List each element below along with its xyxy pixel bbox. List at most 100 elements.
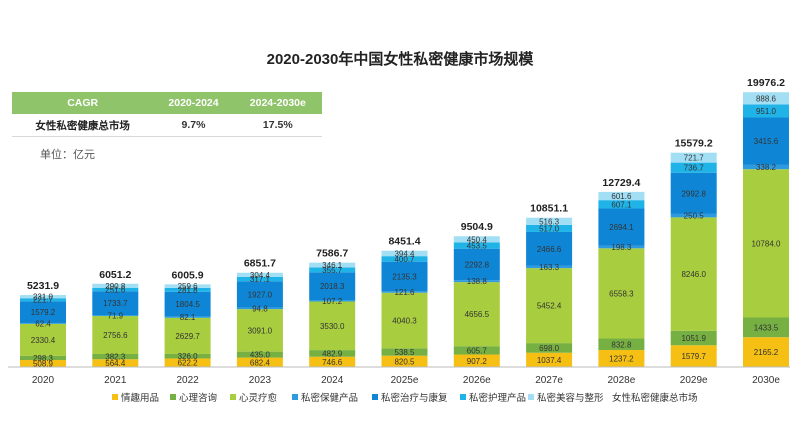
total-label: 6051.2: [99, 269, 131, 281]
legend-swatch: [372, 394, 378, 400]
segment-label: 138.8: [467, 277, 488, 286]
segment-label: 682.4: [250, 358, 271, 367]
segment-label: 8246.0: [681, 270, 706, 279]
segment-label: 1804.5: [175, 300, 200, 309]
segment-label: 163.3: [539, 263, 560, 272]
bar-segment: [453, 248, 500, 281]
bar-segment: [526, 343, 573, 353]
bar-segment: [309, 272, 356, 301]
segment-label: 4656.5: [465, 310, 490, 319]
segment-label: 888.6: [756, 94, 777, 103]
x-tick-label: 2030e: [752, 375, 780, 386]
legend-swatch: [528, 394, 534, 400]
cagr-value-1: 9.7%: [153, 114, 234, 137]
x-tick-label: 2023: [249, 375, 272, 386]
bar-segment: [453, 242, 500, 249]
bar-segment: [236, 351, 283, 358]
segment-label: 231.0: [33, 293, 54, 302]
bar-segment: [598, 338, 645, 350]
segment-label: 355.7: [322, 266, 343, 275]
segment-label: 3091.0: [248, 326, 273, 335]
x-tick-label: 2024: [321, 375, 344, 386]
bar-segment: [236, 357, 283, 367]
total-label: 12729.4: [602, 177, 640, 189]
bar-segment: [164, 291, 211, 317]
segment-label: 281.8: [178, 286, 199, 295]
total-label: 6851.7: [244, 258, 276, 270]
bar-segment: [164, 358, 211, 367]
segment-label: 198.3: [611, 243, 632, 252]
x-tick-label: 2022: [176, 375, 199, 386]
segment-label: 450.4: [467, 235, 488, 244]
bar-segment: [20, 355, 66, 360]
bar-segment: [309, 350, 356, 357]
bar-segment: [92, 316, 139, 354]
bar-segment: [381, 250, 428, 257]
total-labels-group: 5231.9 6051.2 6005.9 6851.7 7586.7 8451.4 9504…: [27, 77, 785, 292]
bar-segment: [743, 117, 789, 165]
segment-label: 2018.3: [320, 282, 345, 291]
x-tick-label: 2021: [104, 375, 127, 386]
cagr-row-name: 女性私密健康总市场: [12, 114, 154, 137]
bar-segment: [92, 287, 139, 292]
unit-label: 单位：亿元: [40, 149, 95, 161]
bar-segment: [381, 261, 428, 292]
segment-label: 250.5: [684, 212, 705, 221]
segment-label: 746.6: [322, 358, 343, 367]
bar-segment: [743, 164, 789, 170]
x-tick-label: 2029e: [680, 375, 708, 386]
bar-segment: [526, 231, 573, 266]
cagr-value-2: 17.5%: [233, 114, 322, 137]
total-label: 9504.9: [461, 221, 493, 233]
bar-segment: [743, 104, 789, 118]
segment-label: 820.5: [394, 357, 415, 366]
bar-segment: [743, 92, 789, 105]
bar-segment: [381, 256, 428, 262]
total-label: 15579.2: [675, 138, 713, 150]
segment-label: 516.3: [539, 217, 560, 226]
bar-segment: [670, 330, 717, 346]
bar-segment: [236, 281, 283, 308]
total-label: 10851.1: [530, 203, 568, 215]
segment-label: 1579.7: [681, 352, 706, 361]
segment-label: 1051.9: [681, 334, 706, 343]
bar-segment: [598, 200, 645, 209]
bar-segment: [598, 245, 645, 249]
bar-segment: [236, 307, 283, 310]
segment-label: 832.8: [611, 340, 632, 349]
cagr-row: 女性私密健康总市场 9.7% 17.5%: [12, 114, 322, 137]
bar-segment: [670, 152, 717, 163]
bar-segment: [670, 345, 717, 367]
x-tick-label: 2028e: [607, 375, 635, 386]
segment-label: 601.6: [611, 192, 632, 201]
segment-label: 721.7: [684, 154, 705, 163]
bar-segment: [381, 292, 428, 349]
segment-label: 62.4: [35, 319, 51, 328]
bar-segment: [526, 265, 573, 269]
segment-label: 10784.0: [752, 239, 781, 248]
segment-label: 2165.2: [754, 348, 779, 357]
segment-label: 1433.5: [754, 323, 779, 332]
bar-segment: [309, 262, 356, 268]
bar-segment: [743, 317, 789, 338]
bar-segment: [670, 213, 717, 218]
segment-label: 907.2: [467, 357, 488, 366]
segment-label: 1733.7: [103, 299, 128, 308]
segment-label: 394.4: [394, 249, 415, 258]
bar-segment: [309, 267, 356, 273]
legend-swatch: [230, 394, 236, 400]
bar-segment: [309, 356, 356, 367]
bar-segment: [453, 236, 500, 243]
segment-label: 2694.1: [609, 223, 634, 232]
segment-label: 1237.2: [609, 354, 634, 363]
bar-segment: [453, 280, 500, 283]
bar-segment: [381, 348, 428, 356]
total-label: 8451.4: [388, 236, 420, 248]
bar-segment: [526, 224, 573, 232]
cagr-header-period-2: 2024-2030e: [233, 92, 322, 114]
segment-label: 1579.2: [31, 308, 56, 317]
bar-segment: [20, 301, 66, 323]
legend-label: 情趣用品: [121, 392, 159, 404]
bar-segment: [598, 191, 645, 201]
x-tick-label: 2027e: [535, 375, 563, 386]
